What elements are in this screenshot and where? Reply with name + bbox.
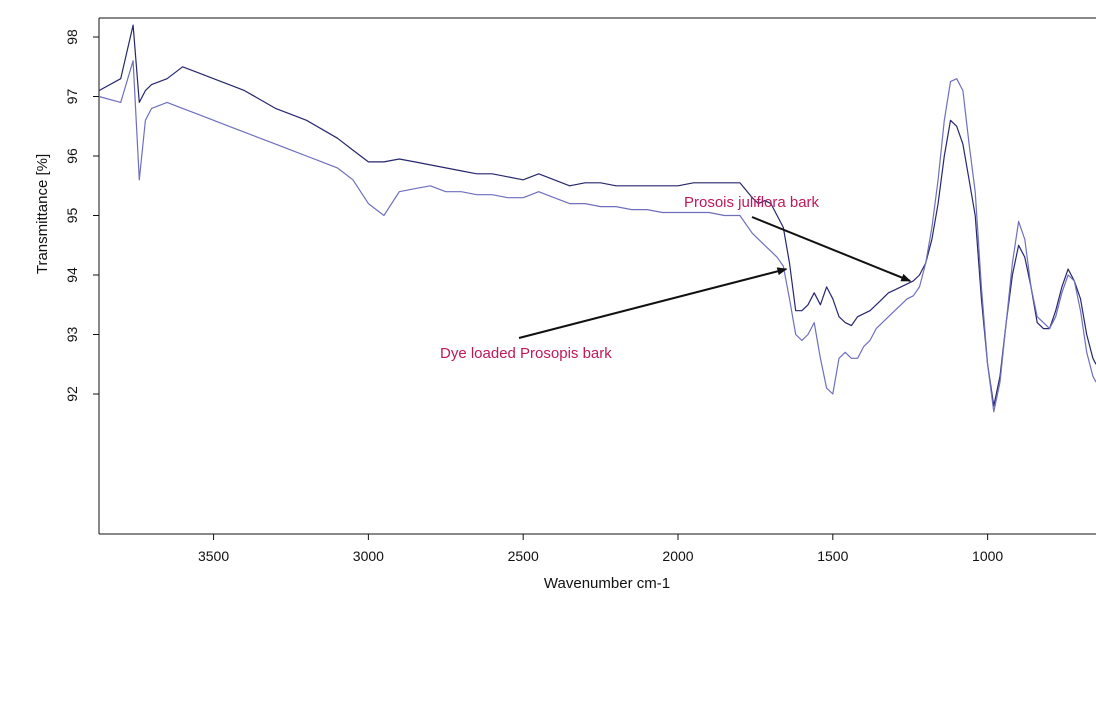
y-ticks: 98 97 96 95 94 93 92 [64, 29, 99, 402]
x-ticks: 3500 3000 2500 2000 1500 1000 [198, 534, 1003, 564]
y-tick-label: 94 [64, 267, 80, 283]
annotation-layer: Prosois juliflora bark Dye loaded Prosopi… [440, 194, 912, 362]
annotation-arrow [751, 216, 912, 282]
x-tick-label: 2500 [508, 548, 539, 564]
series-line-2 [98, 60, 1096, 413]
y-tick-label: 92 [64, 386, 80, 402]
x-axis-title: Wavenumber cm-1 [544, 575, 670, 592]
y-tick-label: 95 [64, 208, 80, 224]
x-tick-label: 1500 [817, 548, 848, 564]
y-tick-label: 93 [64, 327, 80, 343]
annotation-label: Prosois juliflora bark [684, 194, 820, 211]
series-layer [98, 24, 1096, 413]
x-tick-label: 3000 [353, 548, 384, 564]
series-line-1 [98, 24, 1096, 407]
x-tick-label: 1000 [972, 548, 1003, 564]
x-tick-label: 3500 [198, 548, 229, 564]
y-tick-label: 96 [64, 148, 80, 164]
annotation-label: Dye loaded Prosopis bark [440, 345, 612, 362]
plot-frame [98, 17, 1096, 535]
annotation-arrow [518, 267, 788, 339]
x-tick-label: 2000 [662, 548, 693, 564]
y-tick-label: 98 [64, 29, 80, 45]
y-axis-title: Transmittance [%] [34, 154, 51, 274]
y-tick-label: 97 [64, 89, 80, 105]
